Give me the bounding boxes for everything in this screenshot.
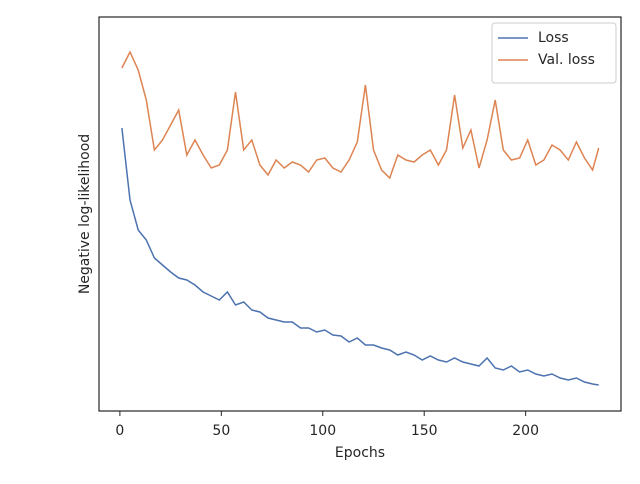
axes-frame: [98, 16, 622, 412]
x-tick-label: 50: [212, 423, 230, 439]
x-tick-label: 150: [411, 423, 438, 439]
y-axis-label: Negative log-likelihood: [77, 134, 93, 294]
x-tick-label: 100: [309, 423, 336, 439]
x-axis-label: Epochs: [335, 445, 385, 461]
legend-label: Loss: [538, 30, 569, 46]
line-series: [121, 50, 600, 180]
legend-label: Val. loss: [538, 52, 595, 68]
line-series: [121, 127, 599, 386]
x-tick-label: 200: [512, 423, 539, 439]
x-tick-label: 0: [115, 423, 124, 439]
